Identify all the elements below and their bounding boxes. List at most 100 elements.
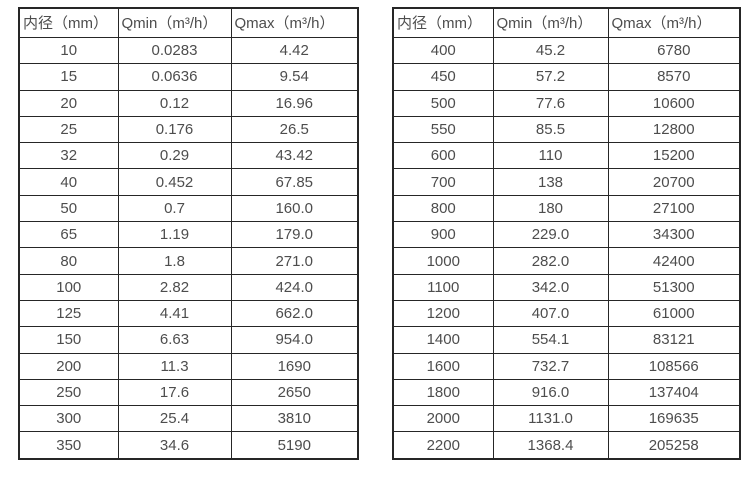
table-row: 50 0.7 160.0 — [18, 194, 359, 223]
table-row: 700 138 20700 — [392, 168, 741, 196]
table-cell: 34.6 — [117, 431, 232, 460]
table-cell: 424.0 — [230, 273, 359, 301]
table-cell: 800 — [392, 194, 494, 223]
table-cell: 9.54 — [230, 63, 359, 91]
table-row: 1600 732.7 108566 — [392, 352, 741, 380]
table-cell: 300 — [18, 405, 119, 433]
header-row: 内径（mm） Qmin（m³/h） Qmax（m³/h） — [18, 7, 359, 38]
column-header: Qmin（m³/h） — [117, 7, 232, 38]
column-header: Qmax（m³/h） — [607, 7, 741, 38]
table-row: 25 0.176 26.5 — [18, 115, 359, 144]
table-cell: 10600 — [607, 89, 741, 117]
table-cell: 179.0 — [230, 221, 359, 249]
spec-table-large-diameters: 内径（mm） Qmin（m³/h） Qmax（m³/h） 400 45.2 6780 45… — [392, 7, 741, 460]
table-row: 150 6.63 954.0 — [18, 326, 359, 354]
table-cell: 110 — [492, 142, 609, 170]
table-cell: 1100 — [392, 273, 494, 301]
table-cell: 500 — [392, 89, 494, 117]
table-cell: 8570 — [607, 63, 741, 91]
table-cell: 5190 — [230, 431, 359, 460]
table-cell: 0.7 — [117, 194, 232, 223]
table-cell: 1000 — [392, 247, 494, 275]
table-row: 2200 1368.4 205258 — [392, 431, 741, 460]
table-cell: 200 — [18, 352, 119, 380]
table-cell: 65 — [18, 221, 119, 249]
table-cell: 61000 — [607, 299, 741, 328]
table-cell: 0.12 — [117, 89, 232, 117]
table-cell: 42400 — [607, 247, 741, 275]
table-cell: 1200 — [392, 299, 494, 328]
table-cell: 17.6 — [117, 378, 232, 407]
table-cell: 51300 — [607, 273, 741, 301]
table-cell: 550 — [392, 115, 494, 144]
table-cell: 3810 — [230, 405, 359, 433]
table-cell: 125 — [18, 299, 119, 328]
table-cell: 0.0636 — [117, 63, 232, 91]
table-cell: 600 — [392, 142, 494, 170]
table-cell: 138 — [492, 168, 609, 196]
table-cell: 271.0 — [230, 247, 359, 275]
table-cell: 205258 — [607, 431, 741, 460]
table-cell: 16.96 — [230, 89, 359, 117]
table-row: 40 0.452 67.85 — [18, 168, 359, 196]
column-header: 内径（mm） — [18, 7, 119, 38]
spec-table-small-diameters: 内径（mm） Qmin（m³/h） Qmax（m³/h） 10 0.0283 4.42 1… — [18, 7, 359, 460]
table-row: 1200 407.0 61000 — [392, 299, 741, 328]
table-cell: 2200 — [392, 431, 494, 460]
table-cell: 1131.0 — [492, 405, 609, 433]
table-cell: 1368.4 — [492, 431, 609, 460]
table-row: 900 229.0 34300 — [392, 221, 741, 249]
table-row: 1100 342.0 51300 — [392, 273, 741, 301]
table-cell: 160.0 — [230, 194, 359, 223]
table-cell: 12800 — [607, 115, 741, 144]
table-cell: 45.2 — [492, 36, 609, 65]
table-cell: 85.5 — [492, 115, 609, 144]
table-cell: 108566 — [607, 352, 741, 380]
table-cell: 6.63 — [117, 326, 232, 354]
table-cell: 450 — [392, 63, 494, 91]
table-cell: 4.42 — [230, 36, 359, 65]
table-cell: 137404 — [607, 378, 741, 407]
table-cell: 150 — [18, 326, 119, 354]
table-cell: 80 — [18, 247, 119, 275]
table-cell: 732.7 — [492, 352, 609, 380]
table-cell: 11.3 — [117, 352, 232, 380]
table-cell: 2650 — [230, 378, 359, 407]
table-row: 20 0.12 16.96 — [18, 89, 359, 117]
table-cell: 0.0283 — [117, 36, 232, 65]
table-row: 250 17.6 2650 — [18, 378, 359, 407]
table-cell: 1690 — [230, 352, 359, 380]
table-cell: 0.452 — [117, 168, 232, 196]
table-row: 15 0.0636 9.54 — [18, 63, 359, 91]
table-row: 32 0.29 43.42 — [18, 142, 359, 170]
table-cell: 350 — [18, 431, 119, 460]
table-cell: 27100 — [607, 194, 741, 223]
header-row: 内径（mm） Qmin（m³/h） Qmax（m³/h） — [392, 7, 741, 38]
table-row: 125 4.41 662.0 — [18, 299, 359, 328]
column-header: 内径（mm） — [392, 7, 494, 38]
table-cell: 4.41 — [117, 299, 232, 328]
table-row: 350 34.6 5190 — [18, 431, 359, 460]
table-cell: 2.82 — [117, 273, 232, 301]
table-cell: 6780 — [607, 36, 741, 65]
table-cell: 916.0 — [492, 378, 609, 407]
table-row: 600 110 15200 — [392, 142, 741, 170]
table-cell: 954.0 — [230, 326, 359, 354]
table-cell: 50 — [18, 194, 119, 223]
table-row: 1400 554.1 83121 — [392, 326, 741, 354]
table-row: 80 1.8 271.0 — [18, 247, 359, 275]
table-row: 1800 916.0 137404 — [392, 378, 741, 407]
table-row: 300 25.4 3810 — [18, 405, 359, 433]
table-cell: 15 — [18, 63, 119, 91]
table-row: 550 85.5 12800 — [392, 115, 741, 144]
table-cell: 34300 — [607, 221, 741, 249]
column-header: Qmax（m³/h） — [230, 7, 359, 38]
table-cell: 662.0 — [230, 299, 359, 328]
table-cell: 407.0 — [492, 299, 609, 328]
table-cell: 400 — [392, 36, 494, 65]
table-cell: 700 — [392, 168, 494, 196]
table-cell: 900 — [392, 221, 494, 249]
table-cell: 10 — [18, 36, 119, 65]
table-cell: 77.6 — [492, 89, 609, 117]
column-header: Qmin（m³/h） — [492, 7, 609, 38]
